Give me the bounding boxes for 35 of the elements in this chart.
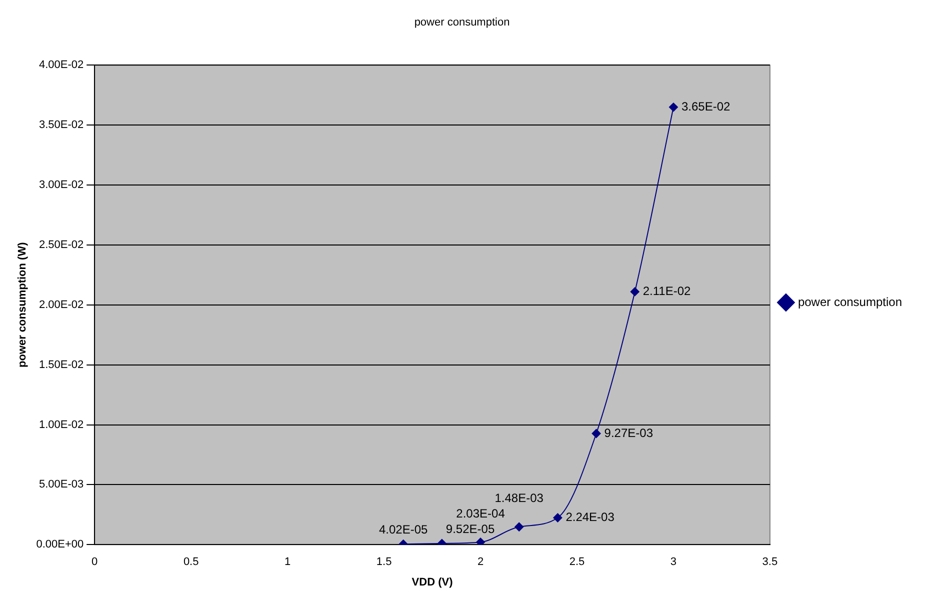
data-label: 1.48E-03: [494, 491, 544, 506]
x-tick-label: 2.5: [569, 556, 585, 568]
legend-label: power consumption: [798, 294, 902, 309]
data-label: 9.52E-05: [446, 522, 495, 536]
data-label: 2.11E-02: [642, 284, 692, 298]
y-tick-label: 1.50E-02: [38, 358, 84, 371]
y-axis-title: power consumption (W): [16, 242, 29, 368]
y-tick-label: 1.00E-02: [38, 418, 84, 431]
data-label: 4.02E-05: [378, 522, 428, 536]
x-tick-label: 1: [284, 556, 291, 568]
x-axis-title: VDD (V): [412, 576, 454, 588]
data-label: 3.65E-02: [681, 99, 730, 114]
x-tick-label: 2: [477, 556, 484, 568]
point: [476, 538, 486, 545]
point: [592, 429, 601, 438]
point: [514, 522, 524, 532]
y-tick-label: 2.50E-02: [38, 239, 84, 252]
point: [553, 513, 562, 522]
x-tick-label: 3.5: [762, 556, 778, 568]
y-tick-label: 4.00E-02: [38, 59, 84, 72]
y-tick-label: 2.00E-02: [38, 298, 84, 311]
y-tick-label: 3.00E-02: [38, 179, 84, 192]
y-tick-label: 0.00E+00: [36, 538, 84, 551]
data-label: 2.24E-03: [566, 510, 615, 524]
y-tick-label: 3.50E-02: [38, 119, 84, 132]
chart-title: power consumption: [414, 16, 510, 29]
data-label: 9.27E-03: [604, 426, 654, 440]
x-tick-label: 0: [92, 556, 98, 568]
point: [668, 102, 678, 112]
x-tick-label: 3: [670, 556, 677, 568]
x-tick-label: 0.5: [183, 556, 199, 568]
data-label: 2.03E-04: [456, 506, 506, 520]
point: [630, 287, 640, 296]
y-tick-label: 5.00E-03: [38, 478, 84, 491]
x-tick-label: 1.5: [376, 556, 392, 568]
